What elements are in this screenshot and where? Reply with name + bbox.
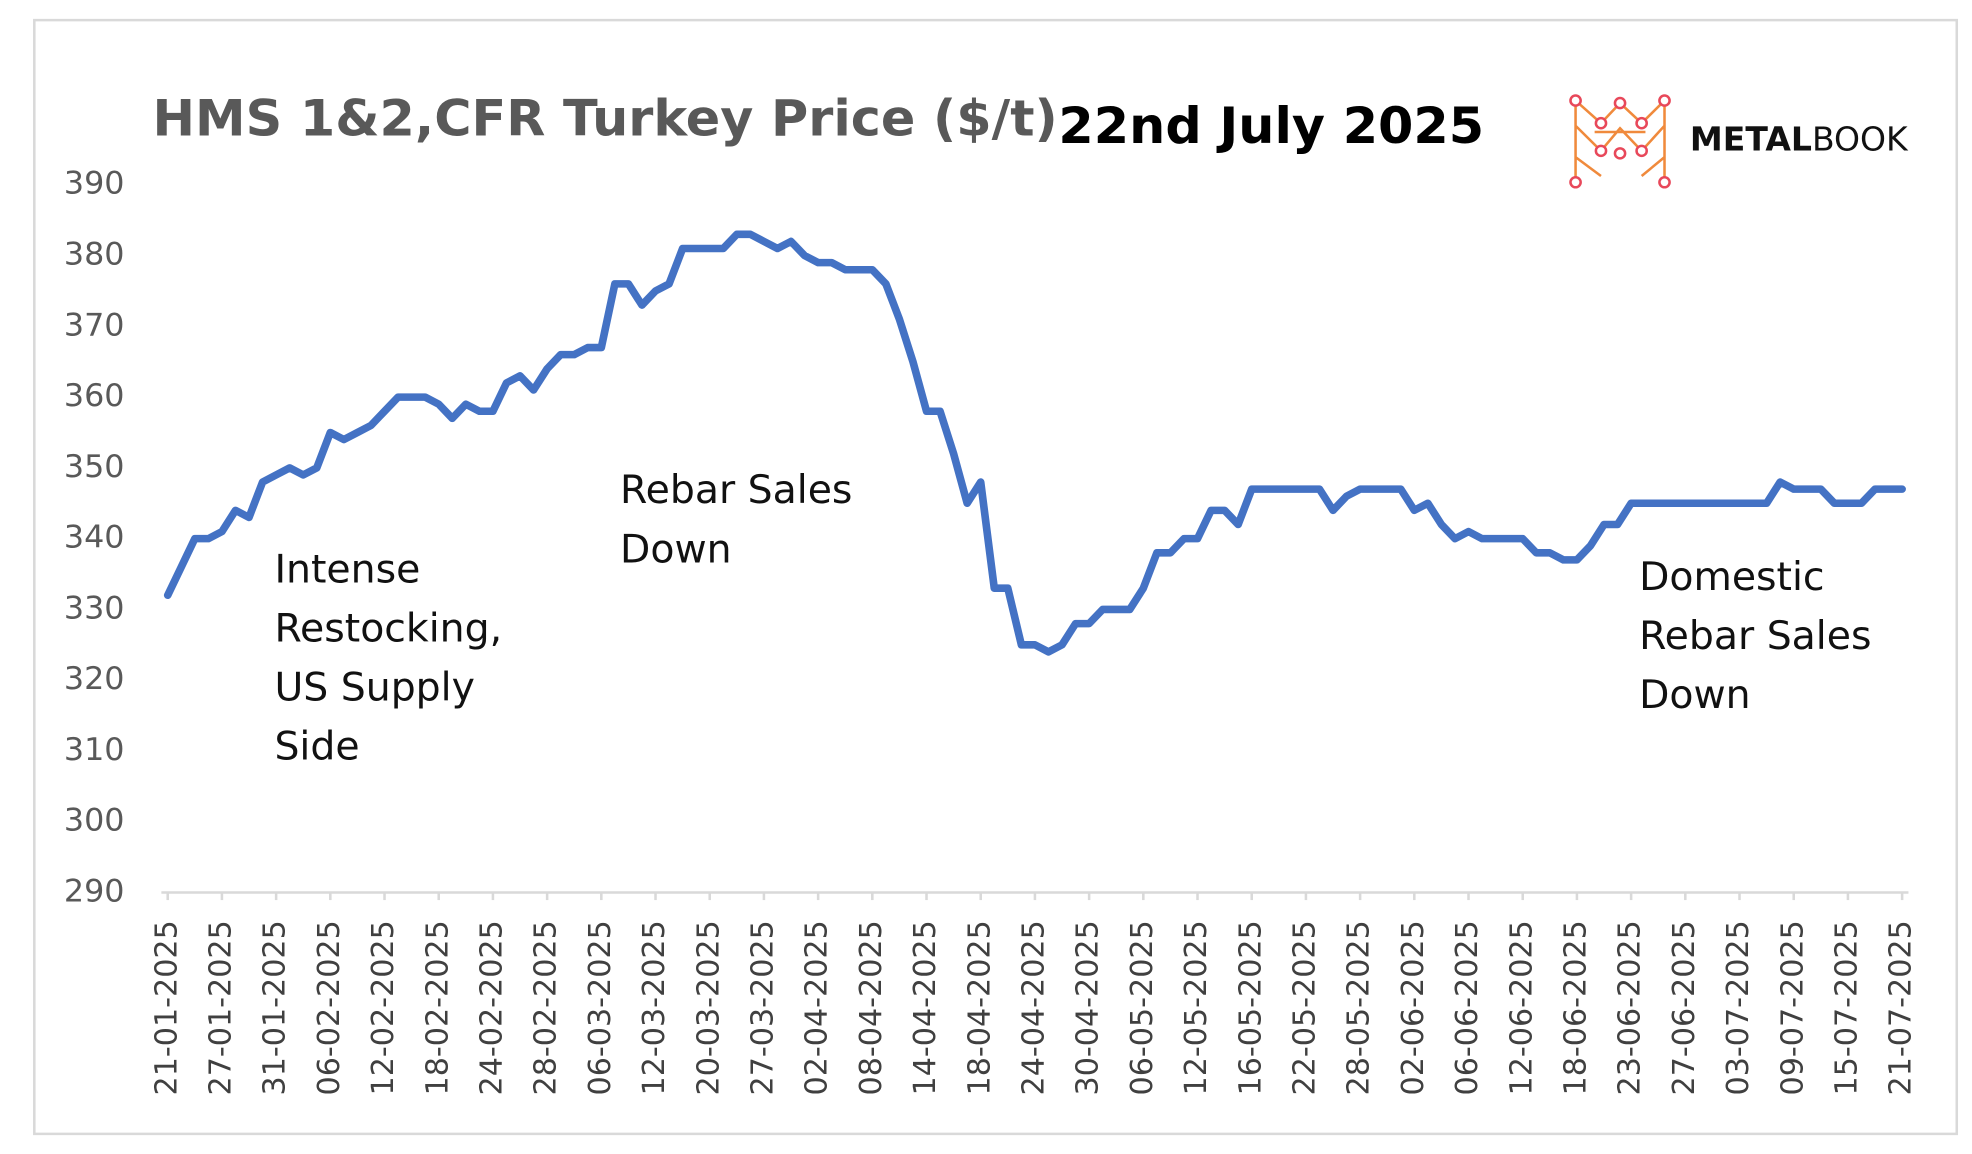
- x-tick-label: 14-04-2025: [908, 920, 943, 1095]
- annotation: Intense: [274, 548, 420, 593]
- y-tick-label: 340: [64, 520, 125, 556]
- x-tick-label: 28-02-2025: [529, 920, 564, 1095]
- x-tick-label: 24-02-2025: [474, 920, 509, 1095]
- x-tick-label: 06-06-2025: [1450, 920, 1485, 1095]
- x-tick-label: 03-07-2025: [1721, 920, 1756, 1095]
- x-tick-label: 18-04-2025: [962, 920, 997, 1095]
- y-tick-label: 370: [64, 307, 125, 343]
- y-tick-label: 350: [64, 449, 125, 485]
- annotation: Rebar Sales: [1639, 614, 1871, 659]
- x-tick-label: 15-07-2025: [1829, 920, 1864, 1095]
- chart-date: 22nd July 2025: [1058, 96, 1484, 155]
- x-tick-label: 16-05-2025: [1233, 920, 1268, 1095]
- x-tick-label: 21-07-2025: [1884, 920, 1919, 1095]
- y-tick-label: 330: [64, 591, 125, 627]
- y-tick-label: 390: [64, 166, 125, 202]
- x-tick-label: 09-07-2025: [1775, 920, 1810, 1095]
- x-tick-label: 12-02-2025: [366, 920, 401, 1095]
- x-tick-label: 12-06-2025: [1504, 920, 1539, 1095]
- x-tick-label: 24-04-2025: [1016, 920, 1051, 1095]
- annotation: Domestic: [1639, 555, 1825, 600]
- x-tick-label: 27-03-2025: [745, 920, 780, 1095]
- y-tick-label: 380: [64, 237, 125, 273]
- x-tick-label: 27-01-2025: [203, 920, 238, 1095]
- x-tick-label: 12-05-2025: [1179, 920, 1214, 1095]
- x-tick-label: 23-06-2025: [1613, 920, 1648, 1095]
- x-tick-label: 18-02-2025: [420, 920, 455, 1095]
- x-tick-label: 30-04-2025: [1071, 920, 1106, 1095]
- x-tick-label: 22-05-2025: [1287, 920, 1322, 1095]
- price-line: [163, 230, 1906, 656]
- chart-title: HMS 1&2,CFR Turkey Price ($/t): [152, 89, 1057, 148]
- annotation: Rebar Sales: [620, 468, 852, 513]
- annotation: US Supply: [274, 666, 474, 711]
- x-tick-label: 12-03-2025: [637, 920, 672, 1095]
- logo-bold: METAL: [1690, 119, 1812, 158]
- x-tick-label: 21-01-2025: [149, 920, 184, 1095]
- y-tick-label: 360: [64, 378, 125, 414]
- x-tick-label: 28-05-2025: [1342, 920, 1377, 1095]
- y-tick-label: 300: [64, 803, 125, 839]
- x-tick-label: 02-04-2025: [800, 920, 835, 1095]
- x-tick-label: 06-05-2025: [1125, 920, 1160, 1095]
- annotation: Down: [1639, 673, 1751, 718]
- logo-light: BOOK: [1812, 119, 1909, 158]
- annotation: Restocking,: [274, 607, 502, 652]
- x-tick-label: 08-04-2025: [854, 920, 889, 1095]
- x-tick-label: 27-06-2025: [1667, 920, 1702, 1095]
- logo-text: METALBOOK: [1690, 119, 1909, 158]
- x-tick-label: 06-03-2025: [583, 920, 618, 1095]
- x-tick-label: 02-06-2025: [1396, 920, 1431, 1095]
- annotation: Down: [620, 527, 732, 572]
- annotation: Side: [274, 725, 359, 770]
- x-tick-label: 31-01-2025: [258, 920, 293, 1095]
- x-tick-label: 06-02-2025: [312, 920, 347, 1095]
- x-tick-label: 18-06-2025: [1558, 920, 1593, 1095]
- y-tick-label: 320: [64, 661, 125, 697]
- y-tick-label: 290: [64, 874, 125, 910]
- y-tick-label: 310: [64, 732, 125, 768]
- x-tick-label: 20-03-2025: [691, 920, 726, 1095]
- logo-icon: [1569, 94, 1671, 189]
